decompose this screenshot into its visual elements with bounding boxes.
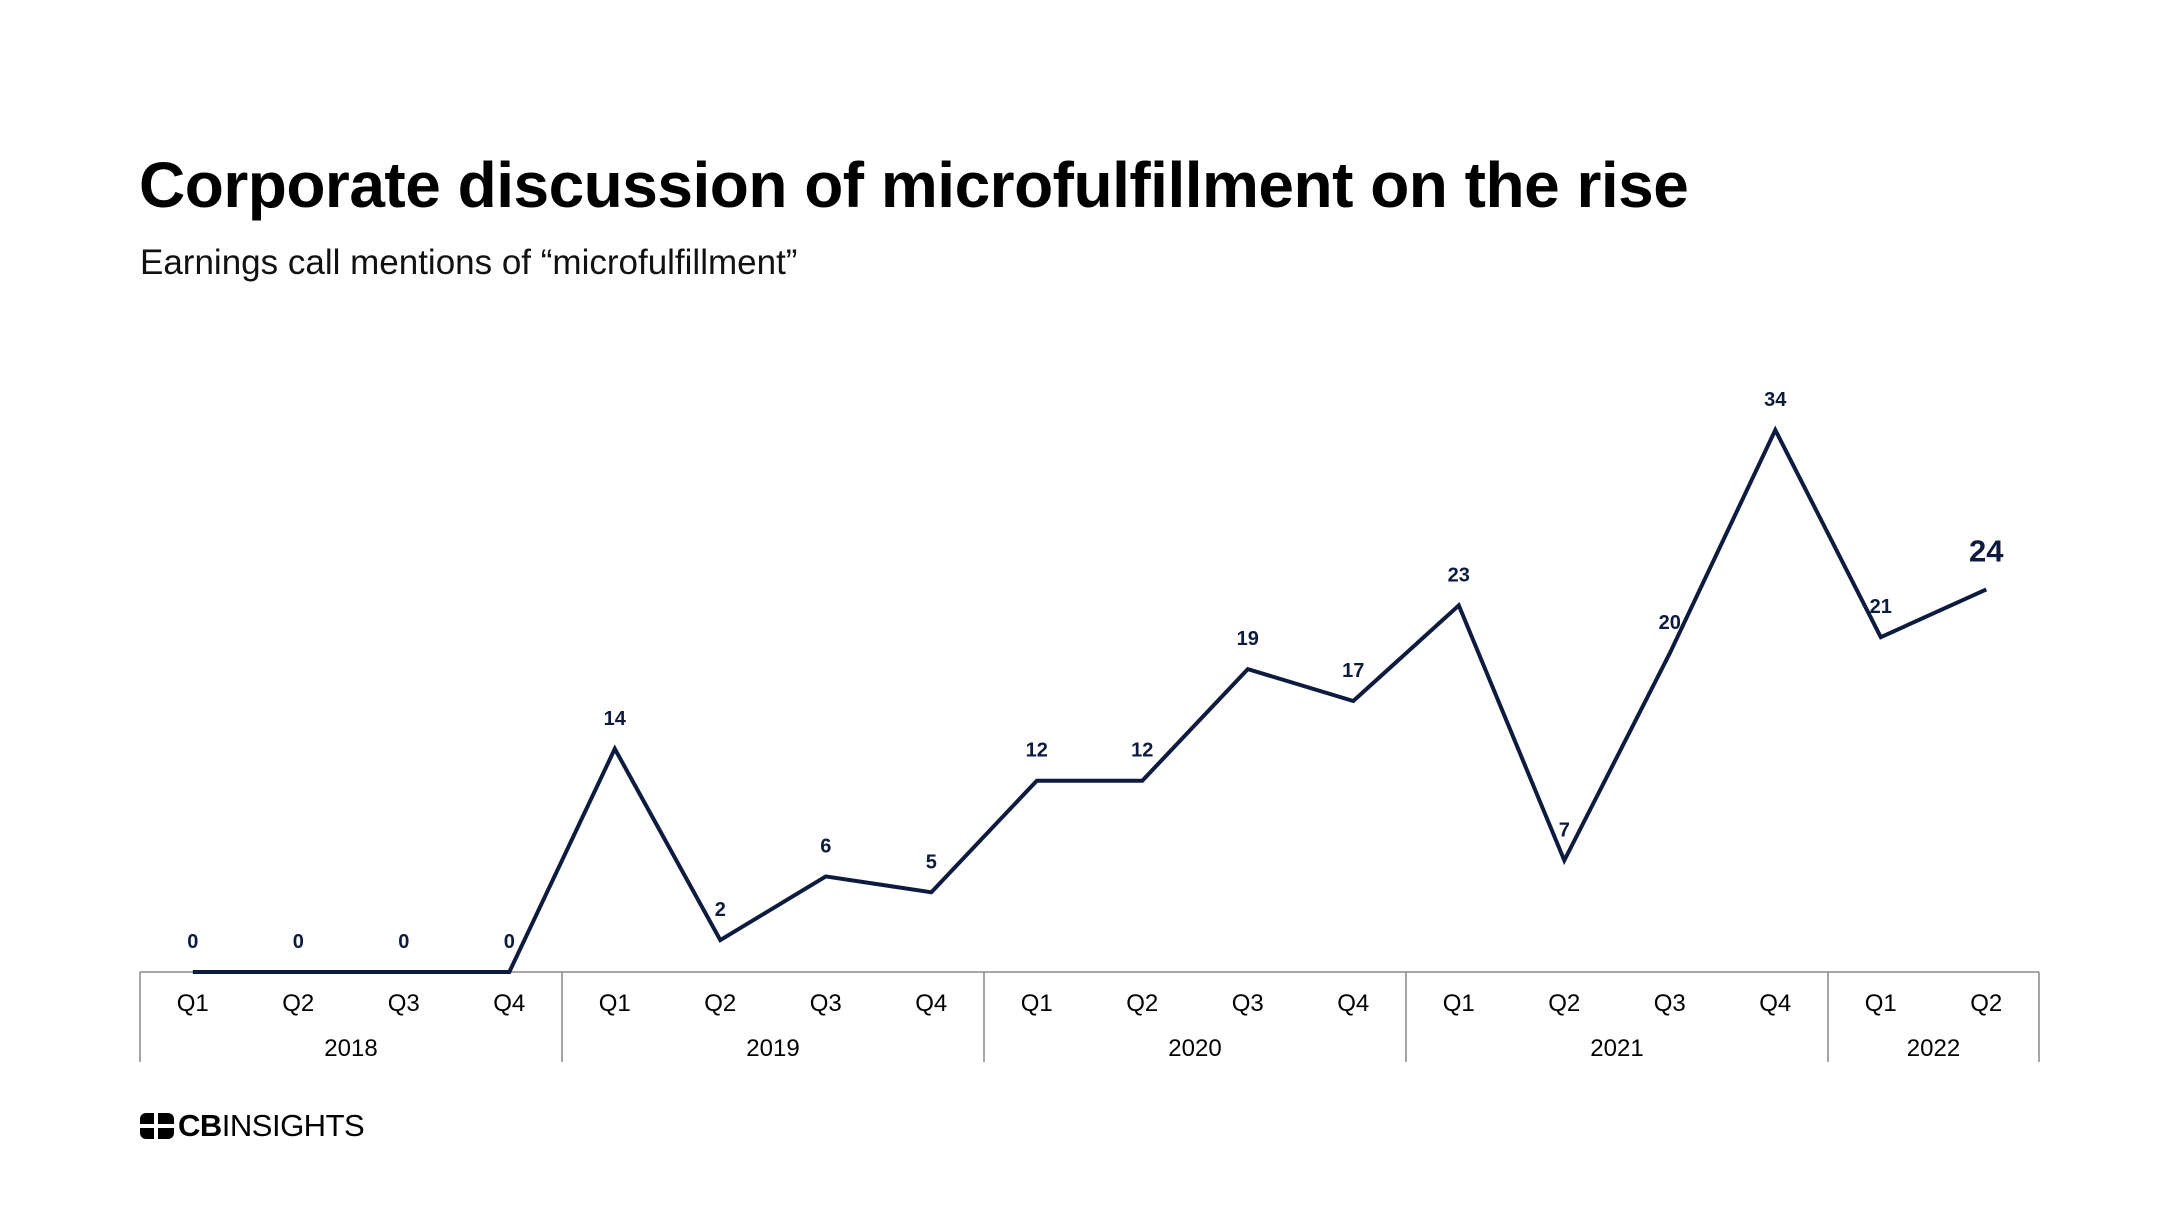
data-label: 6: [820, 835, 831, 857]
x-axis-group-label: 2019: [746, 1035, 799, 1062]
logo-wordmark-bold: CB: [178, 1108, 222, 1143]
x-axis-tick-label: Q1: [599, 990, 631, 1017]
data-label: 34: [1764, 389, 1787, 411]
data-label: 0: [504, 931, 515, 953]
logo-wordmark: CBINSIGHTS: [178, 1108, 365, 1143]
data-label: 5: [926, 851, 937, 873]
x-axis-tick-label: Q4: [1759, 990, 1791, 1017]
x-axis-tick-label: Q2: [1970, 990, 2002, 1017]
x-axis-tick-label: Q2: [282, 990, 314, 1017]
data-label: 2: [715, 899, 726, 921]
logo-wordmark-light: INSIGHTS: [221, 1108, 365, 1143]
data-label: 12: [1131, 740, 1153, 762]
data-label: 20: [1659, 612, 1681, 634]
x-axis-tick-label: Q4: [493, 990, 525, 1017]
data-label: 23: [1448, 564, 1470, 586]
cb-insights-logo-icon: [140, 1113, 174, 1139]
data-label: 19: [1237, 628, 1259, 650]
x-axis-tick-label: Q4: [1337, 990, 1369, 1017]
x-axis-tick-label: Q3: [1654, 990, 1686, 1017]
x-axis-tick-label: Q1: [1865, 990, 1897, 1017]
x-axis-tick-label: Q3: [1232, 990, 1264, 1017]
data-label: 0: [398, 931, 409, 953]
chart-subtitle: Earnings call mentions of “microfulfillm…: [140, 243, 798, 282]
x-axis-tick-label: Q2: [704, 990, 736, 1017]
data-labels: 0 0 0 0 14 2 6 5 12 12 19 17 23 7 20 34 21 24: [187, 389, 2004, 953]
x-axis-tick-label: Q2: [1126, 990, 1158, 1017]
x-axis-tick-label: Q2: [1548, 990, 1580, 1017]
x-axis-group-label: 2020: [1168, 1035, 1221, 1062]
x-axis: 2018 2019 2020 2021 2022 Q1 Q2 Q3 Q4 Q1 Q2 Q3 Q4 Q1 Q2…: [139, 971, 2040, 1062]
data-label: 21: [1870, 596, 1892, 618]
x-axis-group-label: 2021: [1590, 1035, 1643, 1062]
x-axis-tick-label: Q3: [810, 990, 842, 1017]
x-axis-tick-label: Q4: [915, 990, 947, 1017]
x-axis-group-label: 2022: [1907, 1035, 1960, 1062]
chart-title: Corporate discussion of microfulfillment…: [139, 149, 1689, 221]
x-axis-group-label: 2018: [324, 1035, 377, 1062]
series-line: [192, 425, 1988, 974]
data-label: 0: [293, 931, 304, 953]
data-label: 0: [187, 931, 198, 953]
x-axis-tick-label: Q1: [177, 990, 209, 1017]
data-label: 12: [1026, 740, 1048, 762]
series-line-layer: [192, 425, 1988, 974]
x-axis-tick-label: Q3: [388, 990, 420, 1017]
cb-insights-logo: CBINSIGHTS: [140, 1108, 365, 1143]
data-label: 24: [1969, 533, 2004, 568]
data-label: 7: [1559, 819, 1570, 841]
x-axis-tick-label: Q1: [1021, 990, 1053, 1017]
data-label: 14: [604, 708, 627, 730]
data-label: 17: [1342, 660, 1364, 682]
x-axis-tick-label: Q1: [1443, 990, 1475, 1017]
